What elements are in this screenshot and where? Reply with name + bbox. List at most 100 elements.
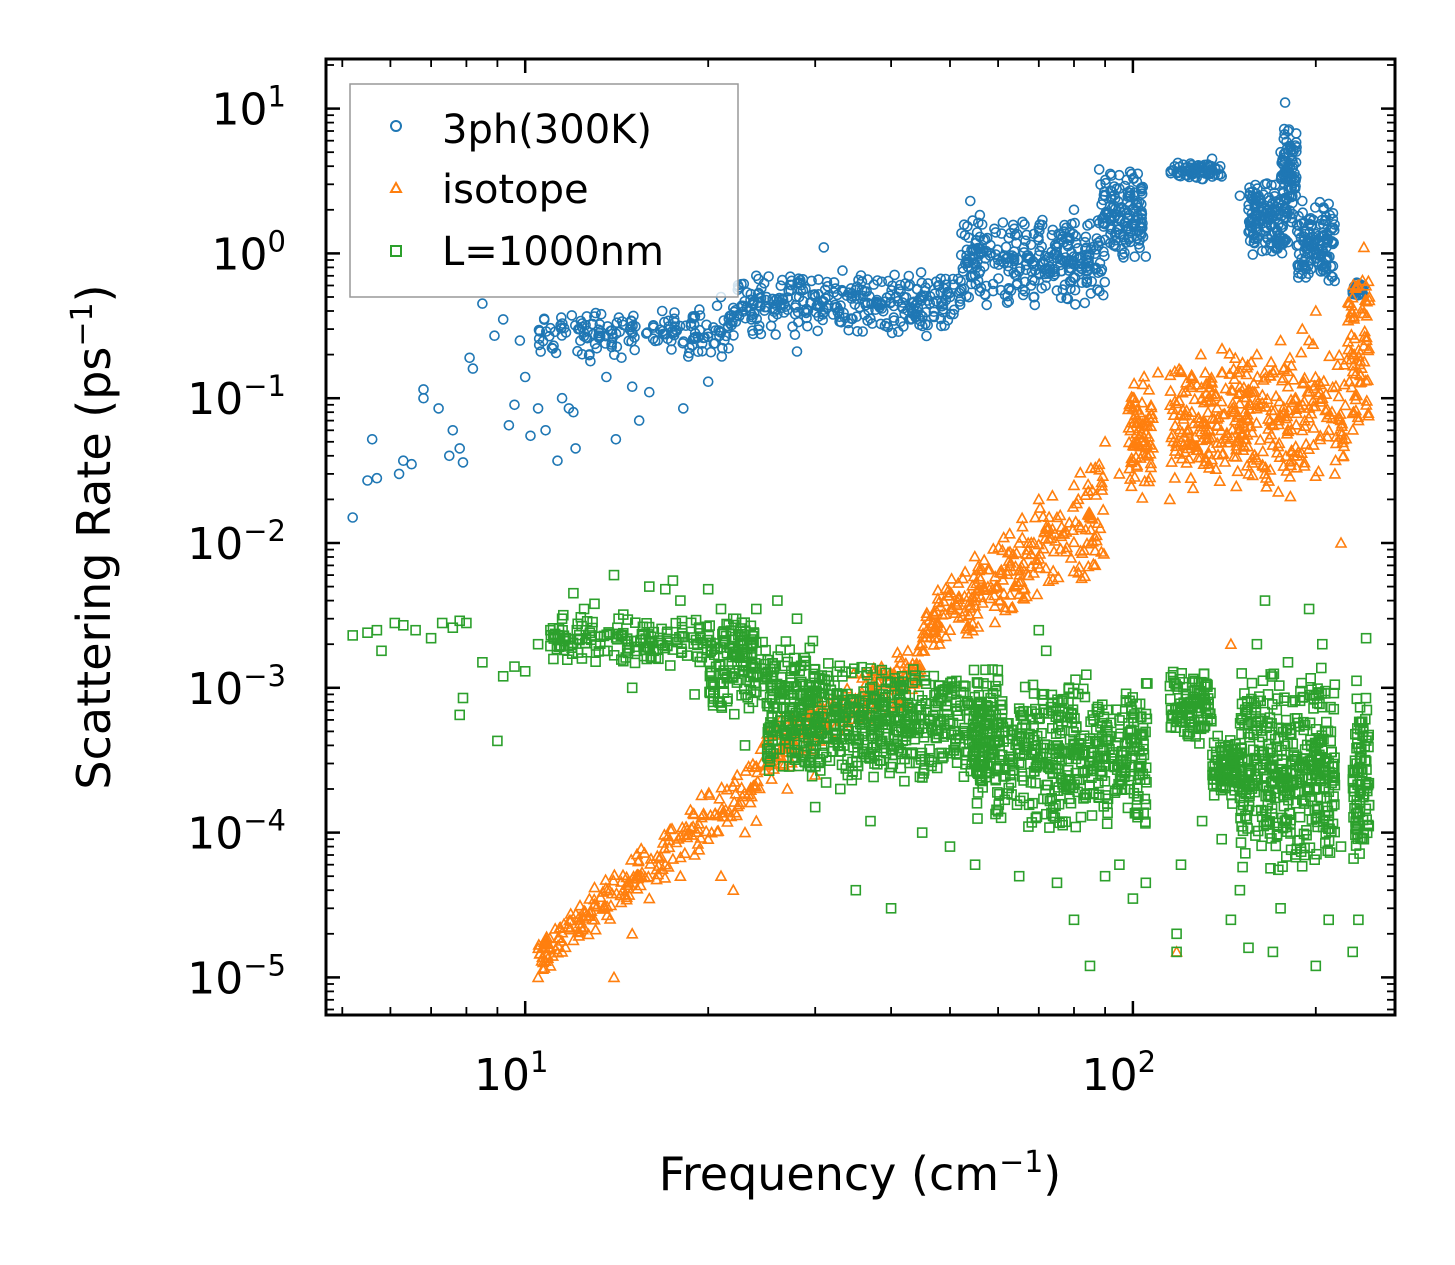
3ph-300k--point [1300, 240, 1312, 252]
3ph-300k--point [918, 290, 930, 302]
3ph-300k--point [857, 290, 869, 302]
l-1000nm-point [838, 740, 850, 751]
3ph-300k--point [1023, 252, 1034, 263]
l-1000nm-point [1050, 728, 1062, 740]
isotope-point [1264, 427, 1278, 440]
isotope-point [701, 832, 715, 844]
l-1000nm-point [676, 643, 687, 655]
isotope-point [583, 892, 596, 904]
isotope-point [1221, 436, 1235, 448]
3ph-300k--point [1290, 190, 1302, 201]
l-1000nm-point [945, 729, 957, 740]
l-1000nm-point [869, 758, 880, 769]
isotope-point [1098, 435, 1112, 447]
l-1000nm-point [1184, 702, 1195, 714]
3ph-300k--point [1282, 166, 1293, 177]
l-1000nm-point [447, 622, 459, 634]
isotope-point [1304, 407, 1318, 419]
3ph-300k--point [1019, 276, 1031, 288]
isotope-point [561, 920, 575, 932]
l-1000nm-point [1237, 752, 1248, 764]
isotope-point [960, 627, 974, 639]
l-1000nm-point [950, 748, 962, 759]
isotope-point [1004, 556, 1017, 568]
isotope-point [1095, 479, 1109, 491]
l-1000nm-point [1086, 810, 1098, 821]
3ph-300k--point [1099, 234, 1111, 246]
3ph-300k--point [467, 363, 479, 374]
isotope-point [1142, 383, 1156, 395]
l-1000nm-point [1350, 840, 1362, 851]
isotope-point [1246, 468, 1260, 481]
isotope-point [1238, 405, 1252, 417]
l-1000nm-point [1309, 804, 1320, 816]
isotope-point [1253, 433, 1267, 445]
isotope-point [1248, 385, 1262, 397]
3ph-300k--point [1083, 258, 1094, 269]
3ph-300k--point [677, 337, 689, 349]
isotope-point [607, 874, 620, 886]
isotope-point [1185, 368, 1198, 381]
isotope-point [662, 860, 675, 872]
isotope-point [1357, 339, 1371, 351]
l-1000nm-point [761, 743, 773, 755]
l-1000nm-point [718, 687, 730, 699]
3ph-300k--point [1100, 177, 1111, 189]
3ph-300k--point [875, 299, 887, 311]
isotope-point [1066, 500, 1080, 512]
3ph-300k--point [813, 311, 825, 322]
3ph-300k--point [701, 319, 712, 331]
isotope-point [694, 831, 708, 843]
isotope-point [567, 933, 580, 946]
isotope-point [939, 581, 953, 594]
l-1000nm-point [749, 663, 761, 674]
3ph-300k--point [964, 195, 976, 207]
isotope-point [998, 600, 1012, 613]
3ph-300k--point [1247, 186, 1258, 197]
isotope-point [632, 853, 645, 866]
l-1000nm-point [907, 664, 919, 675]
isotope-point [1250, 416, 1263, 428]
isotope-point [1266, 366, 1280, 378]
isotope-point [1012, 564, 1026, 576]
l-1000nm-point [688, 632, 699, 643]
l-1000nm-point [572, 618, 584, 630]
l-1000nm-point [768, 722, 780, 734]
isotope-point [1165, 455, 1178, 467]
3ph-300k--point [1186, 169, 1198, 180]
isotope-point [1190, 378, 1204, 390]
l-1000nm-point [1322, 845, 1333, 857]
isotope-point [1250, 347, 1264, 360]
3ph-300k--point [708, 338, 720, 350]
l-1000nm-point [916, 694, 928, 706]
isotope-point [1296, 398, 1310, 410]
isotope-point [1244, 355, 1258, 368]
l-1000nm-point [1188, 673, 1199, 685]
isotope-point [945, 603, 958, 615]
l-1000nm-point [990, 773, 1001, 785]
isotope-point [1033, 547, 1047, 559]
l-1000nm-point [994, 788, 1005, 800]
isotope-point [971, 607, 984, 619]
isotope-point [1349, 367, 1363, 379]
3ph-300k--point [1243, 204, 1254, 216]
3ph-300k--point [955, 293, 967, 305]
l-1000nm-point [1321, 801, 1333, 813]
isotope-point [1027, 536, 1041, 548]
3ph-300k--point [503, 419, 515, 431]
isotope-point [1298, 414, 1312, 426]
l-1000nm-point [829, 733, 841, 745]
isotope-point [748, 778, 762, 790]
isotope-point [1020, 547, 1033, 559]
l-1000nm-point [992, 674, 1004, 686]
l-1000nm-point [970, 755, 982, 767]
l-1000nm-point [799, 652, 810, 664]
l-1000nm-point [1360, 692, 1372, 704]
l-1000nm-point [573, 629, 585, 641]
isotope-point [1271, 485, 1285, 497]
isotope-point [1298, 456, 1311, 468]
3ph-300k--point [1284, 140, 1296, 152]
3ph-300k--point [1058, 237, 1070, 248]
isotope-point [968, 549, 982, 562]
l-1000nm-point [971, 765, 982, 777]
